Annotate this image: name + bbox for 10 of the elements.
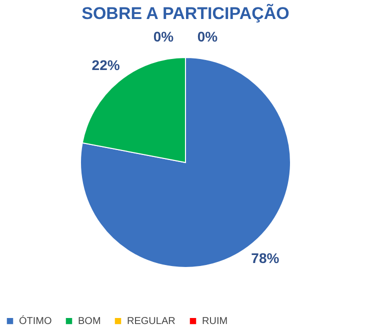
legend-label: BOM xyxy=(78,316,101,328)
text: 0% xyxy=(153,28,174,44)
legend-label: ÓTIMO xyxy=(19,315,52,328)
legend-label: REGULAR xyxy=(127,316,176,328)
pie-slice xyxy=(80,57,291,268)
text: 0% xyxy=(197,28,218,44)
chart-title: SOBRE A PARTICIPAÇÃO xyxy=(82,3,290,23)
legend-label: RUIM xyxy=(202,316,228,328)
data-label: 78% xyxy=(251,250,280,266)
data-label: 22% xyxy=(92,57,120,74)
